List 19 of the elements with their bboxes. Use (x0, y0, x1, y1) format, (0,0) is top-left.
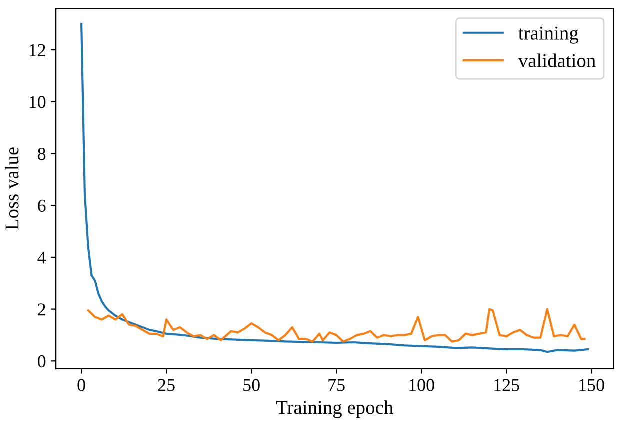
y-axis-title: Loss value (5, 148, 19, 230)
x-tick-label: 25 (158, 379, 175, 392)
line-series (87, 308, 586, 343)
y-tick-label: 10 (30, 96, 46, 108)
y-tick-label: 6 (38, 200, 46, 212)
y-tick-label: 2 (38, 304, 46, 316)
legend-label: training (518, 26, 579, 44)
y-tick-label: 8 (38, 148, 46, 160)
x-tick-label: 125 (494, 379, 520, 392)
x-axis-title: Training epoch (276, 400, 394, 418)
x-tick-label: 150 (580, 379, 604, 392)
y-tick-label: 4 (38, 252, 46, 264)
x-tick-label: 100 (410, 379, 434, 392)
y-tick-label: 0 (38, 355, 46, 368)
y-tick-label: 12 (30, 44, 46, 56)
x-tick-label: 0 (78, 379, 86, 392)
legend-label: validation (518, 54, 596, 68)
x-tick-label: 50 (244, 379, 260, 392)
x-tick-label: 75 (328, 379, 345, 392)
